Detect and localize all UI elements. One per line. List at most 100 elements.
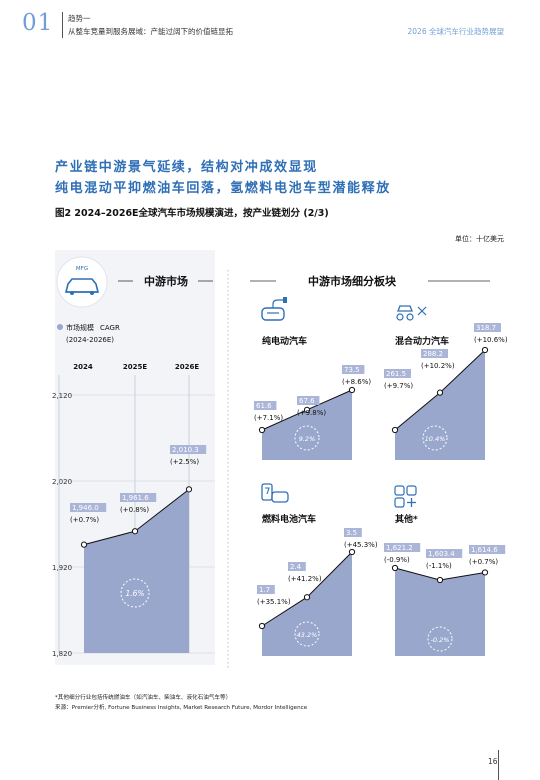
- mfg-badge-text: MFG: [76, 266, 88, 272]
- seg3-value-1-box: [288, 562, 306, 571]
- midstream-title: 中游市场: [144, 274, 188, 288]
- footnote-source: 来源：Premier分析, Fortune Business Insights,…: [55, 705, 308, 711]
- seg4-area: [395, 568, 485, 656]
- seg2-point-0: [391, 426, 399, 434]
- seg1-point-2: [348, 386, 356, 394]
- seg3-area: [262, 552, 352, 656]
- main-value-0: 1,946.0: [72, 504, 99, 512]
- legend-size-label: 市场规模: [66, 323, 94, 332]
- seg4-point-1: [436, 576, 444, 584]
- seg2-value-1-box: [421, 349, 448, 358]
- unit-label: 单位：十亿美元: [455, 235, 504, 243]
- main-point-1: [131, 528, 139, 535]
- seg3-cagr-value: 43.2%: [297, 631, 318, 639]
- seg3-point-0: [258, 622, 266, 630]
- main-ytick-3: 2,120: [52, 392, 72, 400]
- seg1-value-2: 73.5: [344, 366, 360, 374]
- main-xtick-1: 2025E: [123, 363, 147, 371]
- main-growth-2: (+2.5%): [170, 458, 199, 466]
- legend-cagr-period: (2024-2026E): [66, 336, 114, 344]
- seg2-growth-0: (+9.7%): [384, 382, 413, 390]
- seg4-cagr-badge: [427, 626, 453, 652]
- seg1-growth-1: (+9.8%): [297, 409, 326, 417]
- main-point-2: [185, 486, 193, 493]
- ev-plug-car-icon: [261, 297, 287, 321]
- seg2-area: [395, 350, 485, 460]
- seg4-value-1: 1,603.4: [428, 550, 455, 558]
- seg4-growth-2: (+0.7%): [469, 558, 498, 566]
- fuel-cell-car-icon: [261, 483, 289, 503]
- main-value-1-box: [120, 493, 157, 502]
- seg1-growth-0: (+7.1%): [254, 414, 283, 422]
- mfg-car-icon: MFG: [56, 256, 108, 308]
- seg2-value-2-box: [474, 323, 501, 332]
- seg3-cagr-badge: [294, 621, 320, 647]
- main-cagr-value: 1.6%: [125, 589, 144, 598]
- seg1-value-2-box: [342, 365, 365, 374]
- main-value-2-box: [170, 445, 207, 454]
- seg2-value-0-box: [384, 369, 411, 378]
- main-growth-1: (+0.8%): [120, 506, 149, 514]
- seg1-point-1: [303, 406, 311, 413]
- header-divider: [62, 12, 63, 38]
- main-ytick-1: 1,920: [52, 564, 72, 572]
- seg4-growth-0: (-0.9%): [384, 556, 410, 564]
- seg1-cagr-badge: [294, 425, 320, 451]
- seg3-value-2: 3.5: [346, 529, 357, 537]
- seg4-point-0: [391, 564, 399, 572]
- seg4-value-1-box: [426, 549, 463, 558]
- main-xtick-0: 2024: [73, 363, 93, 371]
- seg1-value-0: 61.6: [256, 402, 272, 410]
- footnote-other: *其他细分行业包括传统燃油车（如汽油车、柴油车、液化石油气车等）: [55, 695, 232, 701]
- main-value-1: 1,961.6: [122, 494, 149, 502]
- legend-size-swatch: [57, 324, 63, 330]
- seg2-point-1: [436, 389, 444, 396]
- seg2-cagr-value: 10.4%: [425, 435, 446, 443]
- seg1-value-1: 67.6: [299, 397, 315, 405]
- seg3-value-1: 2.4: [290, 563, 302, 571]
- hybrid-title: 混合动力汽车: [395, 335, 449, 347]
- charts-layer: 2024 2025E 2026E 1,820 1,920 2,020 2,120 1,946.…: [52, 323, 508, 658]
- report-title: 2026 全球汽车行业趋势展望: [407, 27, 504, 36]
- seg4-point-2: [481, 569, 489, 576]
- seg3-growth-1: (+41.2%): [288, 575, 322, 583]
- seg1-area: [262, 390, 352, 460]
- seg4-value-2-box: [469, 545, 506, 554]
- headline-line-1: 产业链中游景气延续，结构对冲成效显现: [55, 160, 318, 175]
- seg4-growth-1: (-1.1%): [426, 562, 452, 570]
- main-ytick-0: 1,820: [52, 650, 72, 658]
- legend-cagr-label: CAGR: [100, 324, 120, 332]
- seg3-value-2-box: [344, 528, 362, 537]
- hybrid-car-icon: [396, 305, 427, 321]
- main-xtick-2: 2026E: [175, 363, 199, 371]
- page-number: 16: [488, 757, 498, 766]
- main-area: [84, 489, 189, 653]
- seg1-cagr-value: 9.2%: [299, 435, 316, 443]
- main-point-0: [80, 541, 88, 548]
- seg1-point-0: [258, 426, 266, 434]
- main-cagr-badge: [120, 578, 150, 608]
- seg1-value-1-box: [297, 396, 320, 405]
- ev-title: 纯电动汽车: [262, 335, 307, 347]
- seg4-value-0-box: [384, 543, 421, 552]
- main-growth-0: (+0.7%): [70, 516, 99, 524]
- seg2-value-0: 261.5: [386, 370, 406, 378]
- seg2-growth-2: (+10.6%): [474, 336, 508, 344]
- main-ytick-2: 2,020: [52, 478, 72, 486]
- seg2-value-1: 288.2: [423, 350, 443, 358]
- seg2-growth-1: (+10.2%): [421, 362, 455, 370]
- seg3-point-2: [348, 548, 356, 556]
- seg2-point-2: [481, 346, 489, 354]
- segment-section-title: 中游市场细分板块: [308, 274, 397, 288]
- seg4-cagr-value: -0.2%: [431, 636, 450, 644]
- section-number: 01: [22, 10, 54, 36]
- seg3-growth-0: (+35.1%): [257, 598, 291, 606]
- other-title: 其他*: [395, 513, 418, 525]
- seg3-point-1: [303, 594, 311, 601]
- main-value-2: 2,010.3: [172, 446, 199, 454]
- trend-label: 趋势一: [68, 14, 91, 23]
- seg3-value-0-box: [257, 585, 275, 594]
- seg2-value-2: 318.7: [476, 324, 496, 332]
- figure-title: 图2 2024–2026E全球汽车市场规模演进，按产业链划分 (2/3): [55, 208, 329, 219]
